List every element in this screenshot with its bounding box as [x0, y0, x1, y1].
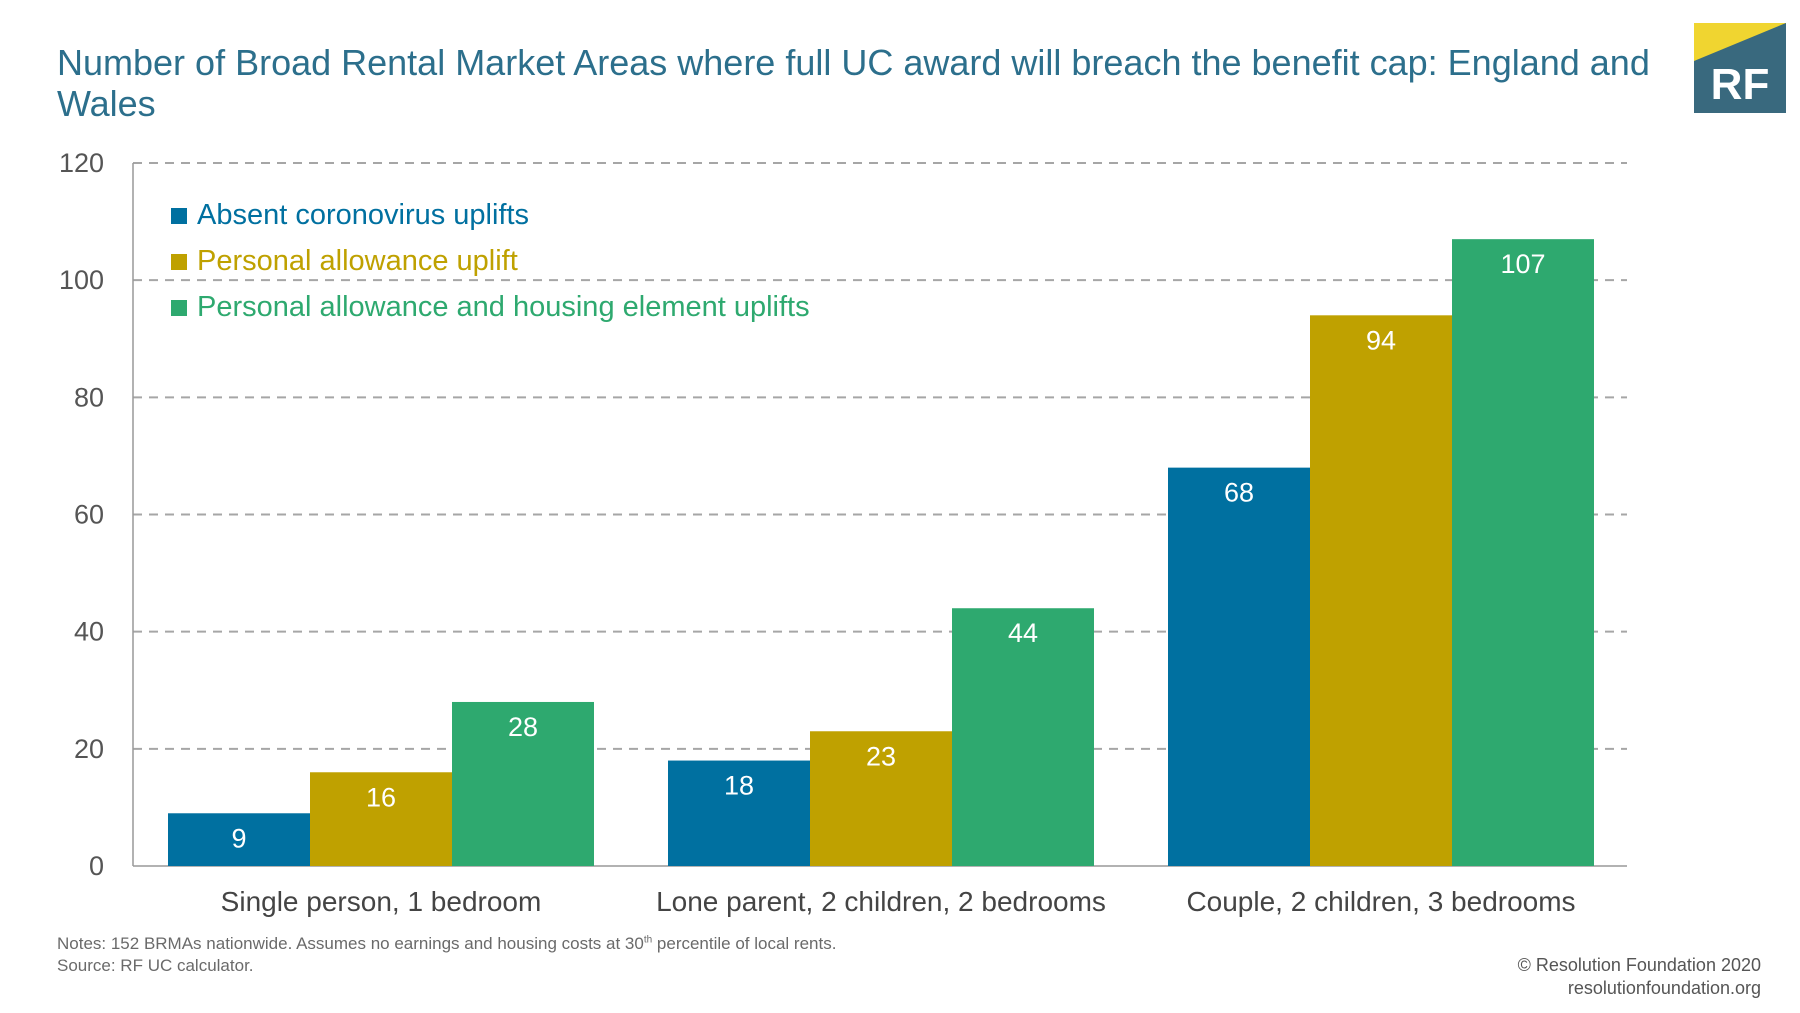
bar	[952, 608, 1094, 866]
data-label: 9	[231, 823, 246, 853]
bar	[168, 813, 310, 866]
legend-swatch	[171, 300, 187, 316]
y-tick-label: 60	[74, 500, 104, 530]
bar	[810, 731, 952, 866]
bar	[1168, 467, 1310, 866]
notes-line-end: percentile of local rents.	[652, 934, 837, 953]
bar	[310, 772, 452, 866]
svg-text:RF: RF	[1711, 60, 1770, 109]
y-tick-label: 20	[74, 734, 104, 764]
bar	[452, 701, 594, 866]
logo-yellow-triangle	[1694, 23, 1786, 61]
data-label: 107	[1500, 249, 1545, 279]
data-label: 68	[1224, 478, 1254, 508]
bar	[1452, 239, 1594, 867]
y-tick-label: 40	[74, 617, 104, 647]
data-label: 44	[1008, 618, 1038, 648]
data-label: 16	[366, 782, 396, 812]
y-tick-label: 80	[74, 382, 104, 412]
x-category-label: Lone parent, 2 children, 2 bedrooms	[656, 886, 1106, 917]
legend-label: Personal allowance and housing element u…	[197, 291, 810, 323]
legend-swatch	[171, 254, 187, 270]
x-category-label: Single person, 1 bedroom	[221, 886, 542, 917]
notes-line: Notes: 152 BRMAs nationwide. Assumes no …	[57, 934, 644, 953]
legend-label: Absent coronovirus uplifts	[197, 199, 529, 231]
website-link[interactable]: resolutionfoundation.org	[1567, 978, 1761, 998]
y-tick-label: 120	[59, 148, 104, 178]
notes-text: Notes: 152 BRMAs nationwide. Assumes no …	[57, 934, 836, 954]
bar	[668, 760, 810, 866]
y-tick-label: 100	[59, 265, 104, 295]
rf-logo: RF	[1694, 23, 1786, 113]
legend-label: Personal allowance uplift	[197, 245, 518, 277]
x-category-label: Couple, 2 children, 3 bedrooms	[1186, 886, 1575, 917]
data-label: 18	[724, 771, 754, 801]
data-label: 28	[508, 712, 538, 742]
y-tick-label: 0	[89, 851, 104, 881]
data-label: 23	[866, 741, 896, 771]
chart-title: Number of Broad Rental Market Areas wher…	[57, 42, 1650, 124]
legend-swatch	[171, 208, 187, 224]
notes-superscript: th	[643, 934, 653, 946]
data-label: 94	[1366, 325, 1396, 355]
source-text: Source: RF UC calculator.	[57, 956, 254, 975]
copyright-text: © Resolution Foundation 2020	[1517, 955, 1761, 975]
bar	[1310, 315, 1452, 867]
